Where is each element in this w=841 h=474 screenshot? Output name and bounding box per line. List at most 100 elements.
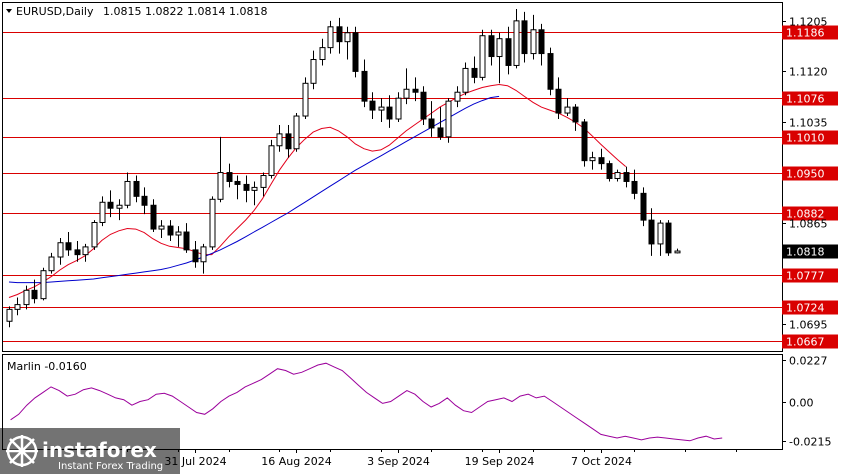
candle — [23, 285, 30, 310]
candle — [521, 11, 528, 63]
logo-tagline-text: Instant Forex Trading — [58, 461, 163, 472]
candle-body-bearish — [471, 67, 478, 78]
candle — [285, 124, 292, 158]
level-label-bg — [782, 166, 838, 181]
candle-body-bullish — [454, 91, 461, 102]
candle-body-bearish — [420, 91, 427, 120]
candle-body-bullish — [496, 38, 503, 58]
y-tick-label: 1.0695 — [789, 319, 828, 332]
candle — [479, 29, 486, 81]
candle — [437, 107, 444, 140]
candle-body-bearish — [285, 133, 292, 150]
candle-body-bearish — [167, 225, 174, 236]
candle — [378, 98, 385, 122]
candle-body-bullish — [674, 250, 681, 254]
candle — [74, 240, 81, 262]
logo-brand-text: instaforex — [42, 438, 157, 462]
marlin-line-group — [10, 362, 723, 442]
candle — [386, 95, 393, 128]
x-tick-label: 7 Oct 2024 — [571, 455, 632, 468]
candle — [640, 187, 647, 227]
candle-body-bullish — [403, 88, 410, 99]
level-label-bg — [782, 206, 838, 221]
candle — [538, 23, 545, 66]
x-tick-label: 16 Aug 2024 — [261, 455, 331, 468]
candle — [614, 169, 621, 182]
candle — [547, 47, 554, 96]
symbol-label[interactable]: EURUSD,Daily — [16, 5, 94, 18]
candle-body-bearish — [648, 219, 655, 245]
symbol-dropdown-icon[interactable] — [6, 9, 12, 13]
candle — [293, 113, 300, 152]
indicator-y-axis: 0.0227 0.00 -0.0215 — [782, 355, 831, 449]
candle-body-bullish — [530, 29, 537, 55]
candle — [226, 163, 233, 188]
candle — [606, 160, 613, 182]
candle — [327, 20, 334, 54]
candle-body-bullish — [116, 204, 123, 209]
level-label: 1.0777 — [786, 270, 825, 283]
candle-body-bearish — [412, 88, 419, 93]
candle-body-bearish — [386, 106, 393, 120]
candle — [124, 172, 131, 209]
candle-body-bearish — [598, 157, 605, 165]
candle — [183, 223, 190, 253]
main-y-axis: 1.1205 1.1120 1.1035 1.0865 1.0695 1.0818 — [782, 16, 838, 332]
indicator-tick-label: -0.0215 — [789, 436, 831, 449]
candle-body-bearish — [107, 201, 114, 209]
candle-body-bearish — [521, 20, 528, 55]
candle — [65, 232, 72, 256]
candle-body-bullish — [124, 180, 131, 206]
indicator-tick-label: 0.00 — [789, 397, 814, 410]
candle-body-bearish — [141, 195, 148, 206]
level-label: 1.0950 — [786, 168, 825, 181]
candle — [530, 14, 537, 60]
candle — [251, 181, 258, 206]
candle-body-bearish — [192, 249, 199, 263]
candle — [150, 199, 157, 233]
candle — [48, 252, 55, 274]
candle-body-bearish — [74, 249, 81, 256]
candle — [462, 62, 469, 96]
candle — [99, 196, 106, 227]
candle — [310, 50, 317, 90]
candle-body-bullish — [251, 186, 258, 191]
candle — [141, 187, 148, 215]
y-tick-label: 1.1120 — [789, 66, 828, 79]
candle — [209, 196, 216, 250]
candle-body-bullish — [327, 26, 334, 49]
candle — [14, 297, 21, 316]
candle — [167, 220, 174, 241]
level-label-bg — [782, 300, 838, 315]
candle — [57, 237, 64, 265]
candle — [589, 151, 596, 170]
candle-body-bearish — [226, 172, 233, 182]
candle — [420, 86, 427, 125]
candle-body-bullish — [614, 172, 621, 179]
candle — [40, 267, 47, 301]
candle-body-bullish — [564, 106, 571, 114]
candle-body-bullish — [344, 32, 351, 43]
candle-body-bearish — [361, 70, 368, 102]
candle — [302, 77, 309, 119]
candle-body-bearish — [243, 183, 250, 191]
candle — [454, 86, 461, 108]
candle-body-bullish — [276, 133, 283, 147]
candle-body-bearish — [133, 180, 140, 197]
indicator-tick-label: 0.0227 — [789, 355, 828, 368]
candle-body-bearish — [538, 29, 545, 55]
candle-body-bearish — [352, 32, 359, 72]
candle-body-bullish — [395, 97, 402, 120]
candle-body-bullish — [200, 246, 207, 263]
candle-body-bullish — [268, 145, 275, 177]
ohlc-readout: 1.0815 1.0822 1.0814 1.0818 — [103, 5, 267, 18]
current-price-label: 1.0818 — [786, 246, 825, 259]
candle-body-bullish — [175, 231, 182, 236]
candle — [555, 77, 562, 119]
marlin-series-line — [10, 362, 723, 442]
instaforex-logo: instaforex Instant Forex Trading — [0, 428, 180, 474]
candle — [598, 148, 605, 170]
level-label: 1.1076 — [786, 93, 825, 106]
candle — [665, 220, 672, 256]
